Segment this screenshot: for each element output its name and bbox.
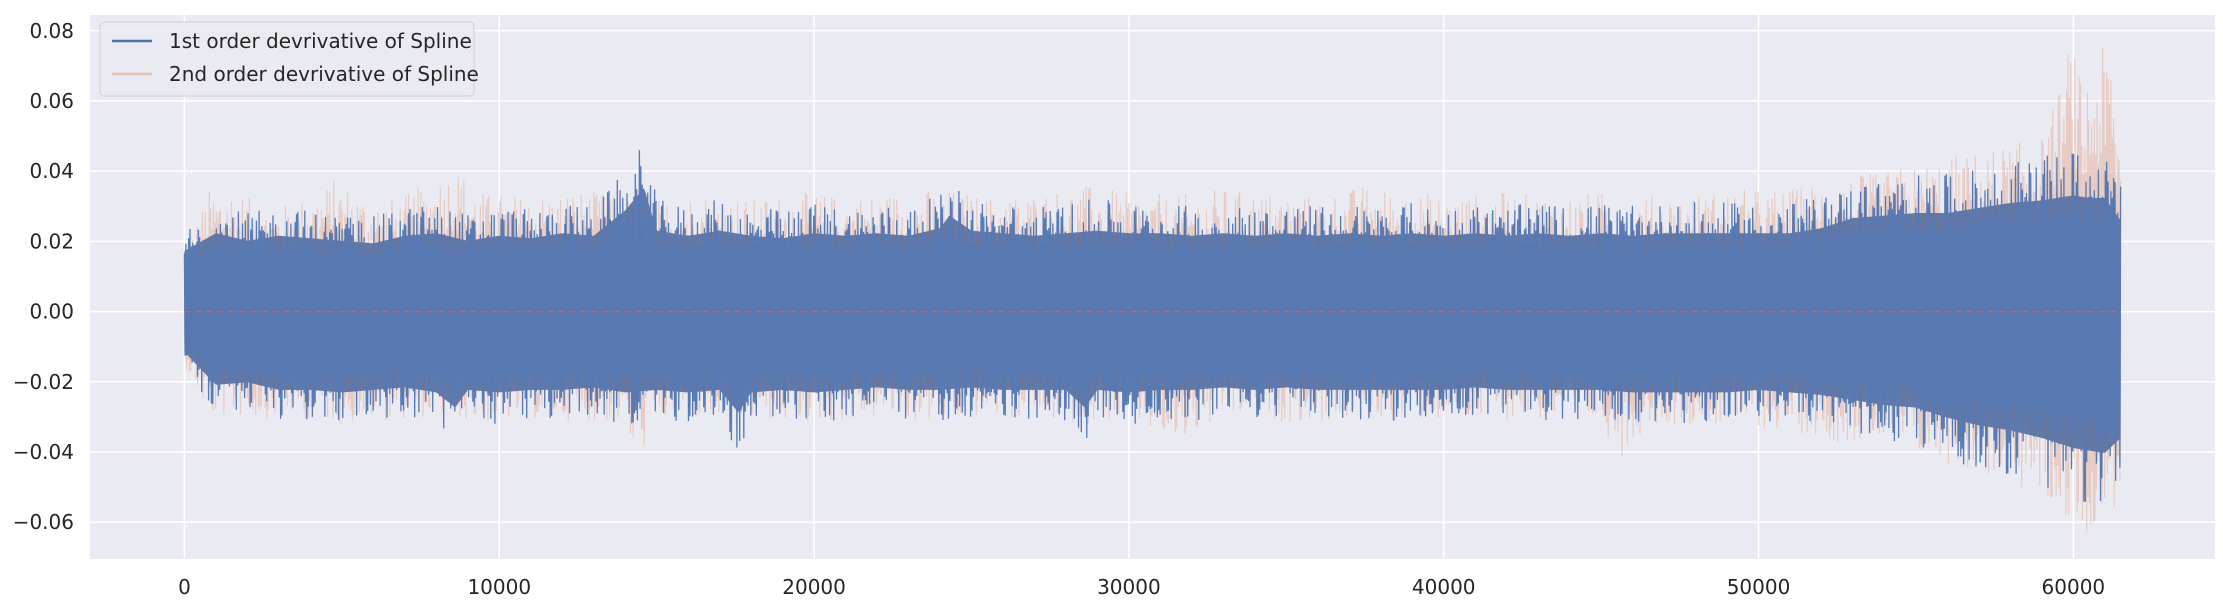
series-line [183, 149, 2122, 502]
legend-label-1st-order: 1st order devrivative of Spline [169, 29, 472, 53]
legend: 1st order devrivative of Spline 2nd orde… [99, 21, 479, 97]
x-tick-label: 20000 [782, 575, 846, 599]
legend-box [99, 21, 475, 97]
y-tick-label: 0.02 [29, 229, 74, 253]
series-1st-order [183, 149, 2122, 502]
x-tick-label: 40000 [1412, 575, 1476, 599]
y-tick-label: 0.00 [29, 300, 74, 324]
y-tick-labels: −0.06 −0.04 −0.02 0.00 0.02 0.04 0.06 0.08 [13, 19, 74, 534]
y-tick-label: 0.08 [29, 19, 74, 43]
x-tick-label: 50000 [1727, 575, 1791, 599]
y-tick-label: −0.04 [13, 440, 74, 464]
y-tick-label: 0.04 [29, 159, 74, 183]
x-tick-labels: 0 10000 20000 30000 40000 50000 60000 [178, 575, 2105, 599]
y-tick-label: −0.02 [13, 370, 74, 394]
y-tick-label: −0.06 [13, 510, 74, 534]
x-tick-label: 30000 [1097, 575, 1161, 599]
x-tick-label: 60000 [2042, 575, 2106, 599]
legend-label-2nd-order: 2nd order devrivative of Spline [169, 62, 479, 86]
x-tick-label: 10000 [467, 575, 531, 599]
x-tick-label: 0 [178, 575, 191, 599]
y-tick-label: 0.06 [29, 89, 74, 113]
